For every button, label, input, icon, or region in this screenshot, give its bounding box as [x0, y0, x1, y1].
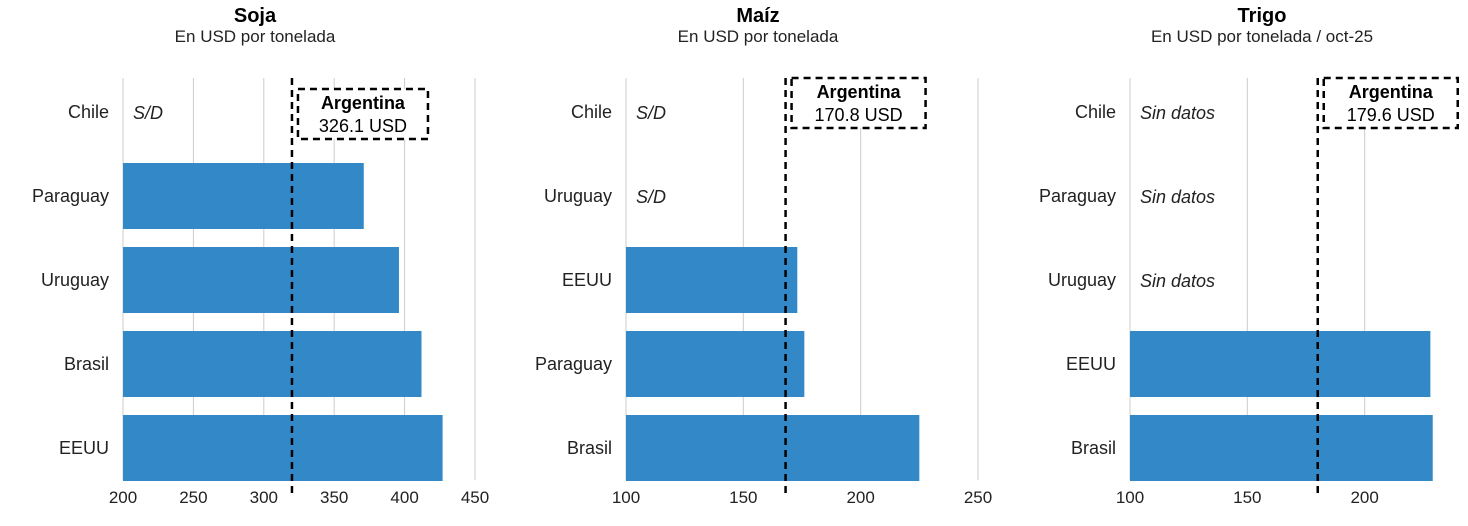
bar-brasil	[123, 331, 422, 397]
category-label: EEUU	[59, 438, 109, 458]
chart-subtitle: En USD por tonelada / oct-25	[1151, 27, 1373, 46]
category-label: Brasil	[567, 438, 612, 458]
no-data-label: Sin datos	[1140, 187, 1215, 207]
tick-label: 300	[250, 488, 278, 507]
bar-brasil	[626, 415, 920, 481]
bar-uruguay	[123, 247, 399, 313]
tick-label: 450	[461, 488, 489, 507]
bar-paraguay	[123, 163, 364, 229]
tick-label: 350	[320, 488, 348, 507]
tick-label: 250	[964, 488, 992, 507]
tick-label: 150	[729, 488, 757, 507]
reference-label: Argentina	[321, 93, 406, 113]
tick-label: 200	[1350, 488, 1378, 507]
category-label: Brasil	[64, 354, 109, 374]
no-data-label: Sin datos	[1140, 103, 1215, 123]
reference-value-label: 170.8 USD	[815, 105, 903, 125]
category-label: Uruguay	[544, 186, 612, 206]
tick-label: 100	[1116, 488, 1144, 507]
no-data-label: S/D	[636, 187, 666, 207]
tick-label: 200	[846, 488, 874, 507]
reference-value-label: 326.1 USD	[319, 116, 407, 136]
reference-annotation-box	[790, 76, 927, 130]
bar-eeuu	[626, 247, 798, 313]
category-label: Uruguay	[41, 270, 109, 290]
tick-label: 200	[109, 488, 137, 507]
tick-label: 400	[390, 488, 418, 507]
category-label: Paraguay	[1039, 186, 1116, 206]
reference-annotation-box	[1322, 76, 1459, 130]
tick-label: 100	[612, 488, 640, 507]
category-label: EEUU	[562, 270, 612, 290]
bar-eeuu	[1130, 331, 1431, 397]
category-label: Uruguay	[1048, 270, 1116, 290]
reference-label: Argentina	[817, 82, 902, 102]
reference-label: Argentina	[1349, 82, 1434, 102]
reference-value-label: 179.6 USD	[1347, 105, 1435, 125]
no-data-label: Sin datos	[1140, 271, 1215, 291]
chart-subtitle: En USD por tonelada	[175, 27, 336, 46]
bar-brasil	[1130, 415, 1433, 481]
bar-eeuu	[123, 415, 443, 481]
category-label: Brasil	[1071, 438, 1116, 458]
tick-label: 250	[179, 488, 207, 507]
category-label: Chile	[571, 102, 612, 122]
chart-title: Maíz	[736, 5, 779, 27]
chart-title: Soja	[234, 5, 277, 27]
chart-subtitle: En USD por tonelada	[678, 27, 839, 46]
no-data-label: S/D	[133, 103, 163, 123]
chart-title: Trigo	[1238, 5, 1287, 27]
category-label: Chile	[1075, 102, 1116, 122]
bar-paraguay	[626, 331, 805, 397]
tick-label: 150	[1233, 488, 1261, 507]
category-label: Paraguay	[535, 354, 612, 374]
reference-annotation-box	[296, 87, 430, 141]
category-label: Paraguay	[32, 186, 109, 206]
no-data-label: S/D	[636, 103, 666, 123]
category-label: EEUU	[1066, 354, 1116, 374]
category-label: Chile	[68, 102, 109, 122]
